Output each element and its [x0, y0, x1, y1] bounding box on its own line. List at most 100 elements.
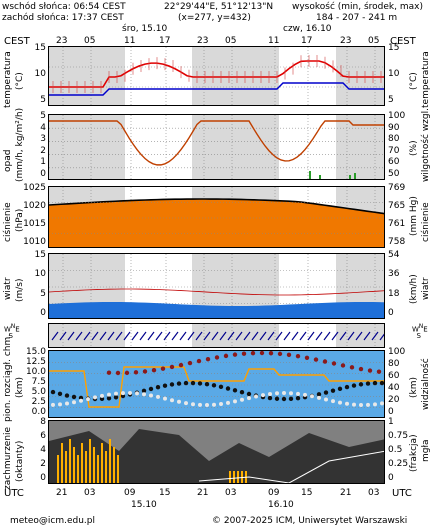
cloud-right-tick: 0.5: [388, 445, 403, 455]
cloudbase-left-unit: (km): [15, 376, 25, 398]
wind-right-tick: 18: [388, 288, 400, 299]
cloud-left-tick: 4: [40, 445, 46, 455]
temp-left-label: temperatura: [3, 51, 13, 108]
precip-left-tick: 0: [40, 169, 46, 179]
copyright: © 2007-2025 ICM, Uniwersytet Warszawski: [212, 516, 408, 526]
temp-left-tick: 10: [34, 69, 46, 79]
bottom-hour-label: 21: [340, 488, 352, 498]
fog-right-label: (frakcja): [409, 434, 419, 472]
vis-right-tick: 0: [388, 407, 394, 417]
cloud-right-tick: 0.25: [388, 459, 409, 469]
wind-right-label: wiatr: [421, 277, 431, 300]
vis-left-tick: 2.5: [31, 397, 46, 407]
pressure-right-tick: 765: [388, 201, 406, 211]
wind-dir-right-label: WNE S: [412, 324, 428, 341]
temp-right-label: temperatura: [421, 51, 431, 108]
precip-right-tick: 60: [388, 157, 400, 168]
precip-left-label: opad: [3, 149, 13, 172]
temp-right-tick: 15: [388, 43, 400, 53]
humidity-right-label: wilgotność wzgl.: [421, 108, 431, 182]
precip-left-tick: 5: [40, 111, 46, 121]
wind-left-unit: (m/s): [15, 278, 25, 302]
wind-left-tick: 10: [34, 269, 46, 280]
sunrise-text: wschód słońca: 06:54 CEST: [2, 2, 126, 12]
wind-right-tick: 36: [388, 269, 400, 280]
bottom-hour-label: 15: [159, 488, 171, 498]
grid-point: (x=277, y=432): [178, 13, 251, 23]
vis-left-tick: 7.5: [31, 377, 46, 387]
precip-left-tick: 2: [40, 145, 46, 156]
precip-right-tick: 50: [388, 169, 400, 179]
wind-left-tick: 0: [40, 308, 46, 318]
pressure-right-unit: (mm Hg): [409, 196, 419, 236]
temp-left-tick: 15: [34, 43, 46, 53]
temp-right-unit: (°C): [409, 72, 419, 90]
bottom-hour-label: 21: [197, 488, 209, 498]
cloud-left-tick: 0: [40, 473, 46, 483]
wind-right-tick: 0: [388, 308, 394, 318]
tz-left-top: CEST: [4, 36, 30, 47]
bottom-hour-label: 03: [225, 488, 237, 498]
cloud-right-tick: 0: [388, 473, 394, 483]
wind-right-tick: 54: [388, 250, 400, 260]
top-hour-label: 23: [340, 36, 352, 46]
pressure-panel: [48, 186, 385, 248]
wind-dir-left-label: WNE S: [4, 324, 20, 341]
precip-left-unit: (mm/h, kg/m²/h): [15, 107, 25, 182]
top-hour-label: 23: [197, 36, 209, 46]
vis-right-tick: 60: [388, 371, 400, 381]
temp-left-tick: 5: [40, 95, 46, 105]
day2-label-top: czw, 16.10: [283, 24, 332, 34]
bottom-hour-label: 03: [368, 488, 380, 498]
day2-label-bottom: 16.10: [268, 500, 294, 510]
bottom-hour-label: 09: [124, 488, 136, 498]
coordinates: 22°29'44"E, 51°12'13"N: [164, 2, 274, 12]
temp-right-tick: 10: [388, 69, 400, 79]
contact-email[interactable]: meteo@icm.edu.pl: [10, 516, 95, 526]
tz-left-bottom: UTC: [4, 488, 24, 499]
sunset-text: zachód słońca: 17:37 CEST: [2, 13, 124, 23]
pressure-right-tick: 769: [388, 183, 406, 193]
vis-left-tick: 0.0: [31, 407, 46, 417]
wind-panel: [48, 253, 385, 319]
precip-left-tick: 4: [40, 122, 46, 133]
bottom-hour-label: 09: [268, 488, 280, 498]
top-hour-label: 23: [56, 36, 68, 46]
fog-right-unit: mgła: [421, 439, 431, 462]
top-hour-label: 05: [368, 36, 380, 46]
precip-humidity-panel: [48, 114, 385, 180]
visibility-right-unit: (km): [409, 376, 419, 398]
visibility-cloudbase-panel: [48, 350, 385, 418]
wind-direction-panel: [48, 323, 385, 348]
pressure-left-tick: 1025: [23, 183, 46, 193]
vis-left-tick: 5.0: [31, 387, 46, 397]
cloud-left-label: zachmurzenie: [3, 426, 13, 490]
bottom-hour-label: 03: [84, 488, 96, 498]
pressure-left-tick: 1010: [23, 237, 46, 247]
temperature-panel: [48, 46, 385, 106]
cloudbase-left-label: pion. rozciągł. chm.: [3, 333, 13, 422]
top-hour-label: 11: [124, 36, 136, 46]
day1-label-top: śro, 15.10: [122, 24, 168, 34]
top-hour-label: 05: [84, 36, 96, 46]
bottom-hour-label: 15: [301, 488, 313, 498]
pressure-left-tick: 1015: [23, 219, 46, 229]
precip-right-tick: 100: [388, 111, 406, 121]
precip-right-tick: 80: [388, 134, 400, 145]
elevation-title: wysokość (min, środek, max): [292, 2, 423, 12]
temp-left-unit: (°C): [15, 72, 25, 90]
vis-left-tick: 10.0: [25, 367, 46, 377]
cloud-cover-panel: [48, 420, 385, 484]
vis-left-tick: 15.0: [25, 347, 46, 357]
pressure-left-tick: 1020: [23, 201, 46, 211]
cloud-right-tick: 0.75: [388, 431, 409, 441]
tz-right-bottom: UTC: [392, 488, 412, 499]
wind-left-tick: 5: [40, 288, 46, 299]
wind-left-label: wiatr: [3, 277, 13, 300]
top-hour-label: 17: [301, 36, 313, 46]
tz-right-top: CEST: [390, 36, 416, 47]
top-hour-label: 11: [268, 36, 280, 46]
precip-right-tick: 70: [388, 145, 400, 156]
cloud-left-unit: (oktanty): [15, 440, 25, 482]
vis-right-tick: 100: [388, 347, 406, 357]
